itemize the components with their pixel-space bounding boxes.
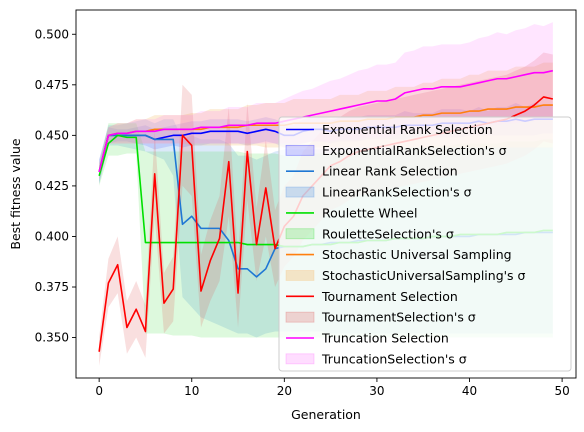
y-tick-label: 0.475	[35, 78, 69, 92]
legend-entry-label: Linear Rank Selection	[322, 164, 458, 179]
legend-entry-label: Truncation Selection	[321, 331, 449, 346]
y-axis-ticks: 0.350 0.375 0.400 0.425 0.450 0.475 0.500	[35, 27, 76, 345]
legend-entry-label: TournamentSelection's σ	[321, 310, 476, 325]
x-tick-label: 10	[184, 384, 199, 398]
legend-entry-label: Stochastic Universal Sampling	[322, 247, 512, 262]
legend-entry-label: LinearRankSelection's σ	[322, 185, 472, 200]
plot-frame	[75, 9, 577, 379]
y-tick-label: 0.500	[35, 27, 69, 41]
x-tick-label: 0	[95, 384, 103, 398]
sigma-band-5	[99, 22, 553, 180]
legend-entry-label: ExponentialRankSelection's σ	[322, 143, 507, 158]
x-axis-label: Generation	[291, 407, 361, 422]
legend-band-swatch	[285, 228, 315, 240]
x-tick-label: 30	[369, 384, 384, 398]
x-axis-ticks: 0 10 20 30 40 50	[95, 378, 570, 398]
y-tick-label: 0.375	[35, 280, 69, 294]
y-tick-label: 0.450	[35, 128, 69, 142]
y-axis-label: Best fitness value	[8, 138, 23, 249]
legend-band-swatch	[285, 144, 315, 156]
x-tick-label: 40	[462, 384, 477, 398]
legend: Exponential Rank Selection ExponentialRan…	[278, 116, 572, 372]
legend-entry-label: RouletteSelection's σ	[322, 226, 454, 241]
y-tick-label: 0.350	[35, 331, 69, 345]
y-tick-label: 0.400	[35, 229, 69, 243]
legend-entry-label: Tournament Selection	[321, 289, 458, 304]
legend-band-swatch	[285, 186, 315, 198]
series-line-5	[98, 69, 554, 172]
x-tick-label: 20	[277, 384, 292, 398]
legend-entry-label: Roulette Wheel	[322, 205, 417, 220]
legend-entry-label: StochasticUniversalSampling's σ	[322, 268, 526, 283]
legend-band-swatch	[285, 311, 315, 323]
legend-box	[278, 116, 572, 372]
legend-entry-label: Exponential Rank Selection	[322, 122, 493, 137]
legend-entry-label: TruncationSelection's σ	[321, 351, 467, 366]
legend-band-swatch	[285, 353, 315, 365]
x-tick-label: 50	[554, 384, 569, 398]
legend-band-swatch	[285, 270, 315, 281]
y-tick-label: 0.425	[35, 179, 69, 193]
